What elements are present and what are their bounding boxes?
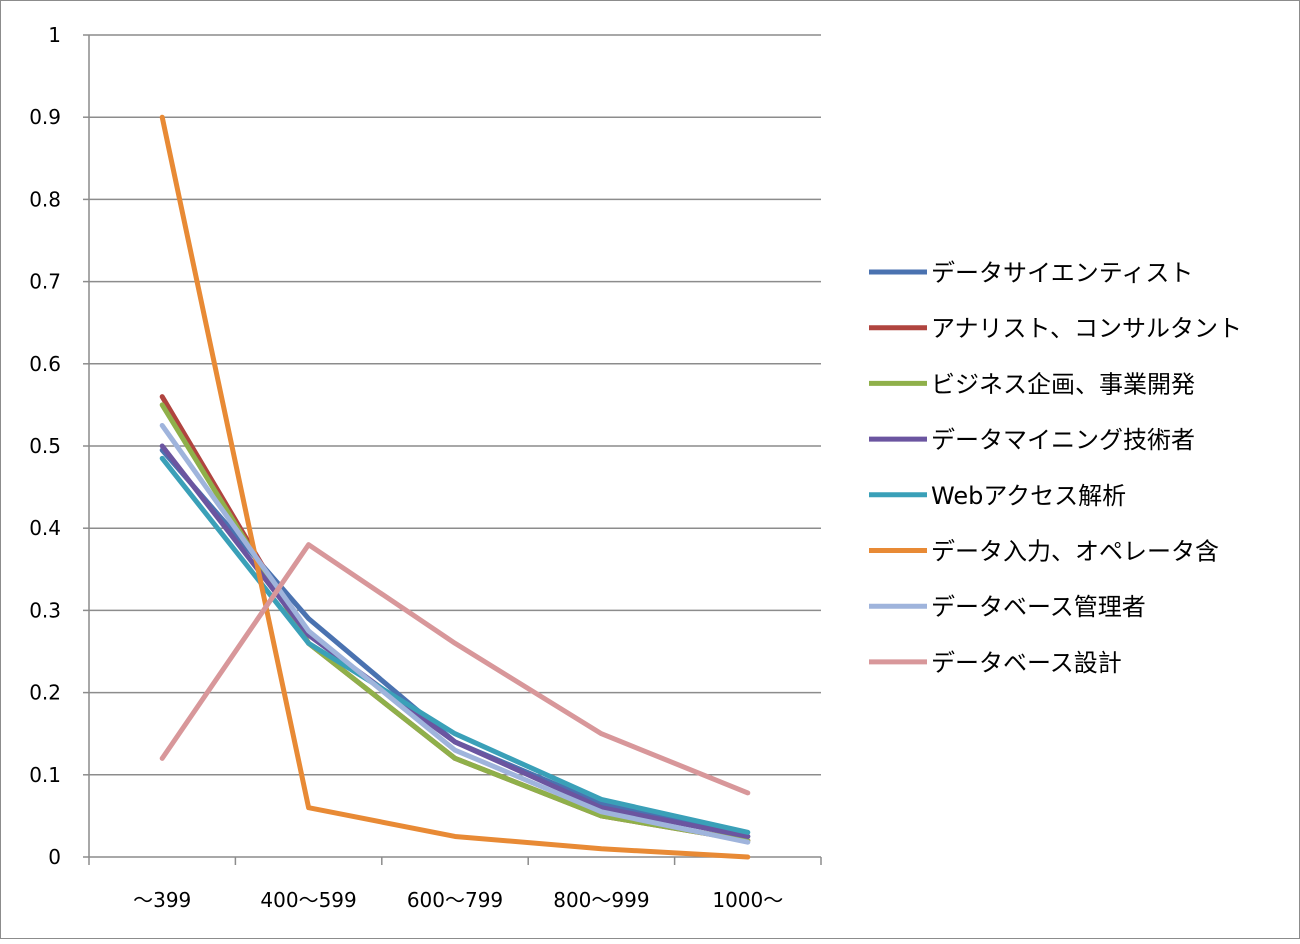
legend-label: データベース管理者	[931, 593, 1146, 621]
x-tick-label: ～399	[133, 888, 191, 912]
y-tick-label: 0.2	[29, 681, 61, 705]
y-axis-ticks: 0 0.1 0.2 0.3 0.4 0.5 0.6 0.7 0.8 0.9 1	[29, 23, 89, 869]
legend-label: Webアクセス解析	[931, 482, 1126, 510]
y-tick-label: 0.7	[29, 270, 61, 294]
legend: データサイエンティストアナリスト、コンサルタントビジネス企画、事業開発データマイ…	[869, 259, 1242, 677]
y-tick-label: 0.5	[29, 434, 61, 458]
legend-label: データ入力、オペレータ含	[931, 538, 1219, 566]
x-tick-label: 400～599	[260, 888, 356, 912]
y-tick-label: 0.9	[29, 105, 61, 129]
legend-label: データベース設計	[931, 649, 1122, 677]
y-tick-label: 0.1	[29, 763, 61, 787]
series-lines	[162, 117, 748, 857]
legend-label: データサイエンティスト	[931, 259, 1193, 287]
y-tick-label: 0.4	[29, 516, 61, 540]
y-tick-label: 0.8	[29, 187, 61, 211]
y-tick-label: 1	[48, 23, 61, 47]
legend-label: データマイニング技術者	[931, 426, 1195, 454]
legend-label: ビジネス企画、事業開発	[931, 370, 1195, 398]
y-tick-label: 0	[48, 845, 61, 869]
y-tick-label: 0.3	[29, 598, 61, 622]
x-tick-label: 800～999	[553, 888, 649, 912]
x-tick-label: 1000～	[712, 888, 783, 912]
series-line-2	[162, 397, 748, 841]
series-line-6	[162, 117, 748, 857]
x-tick-label: 600～799	[407, 888, 503, 912]
gridlines	[89, 35, 821, 775]
legend-label: アナリスト、コンサルタント	[931, 315, 1242, 343]
y-tick-label: 0.6	[29, 352, 61, 376]
